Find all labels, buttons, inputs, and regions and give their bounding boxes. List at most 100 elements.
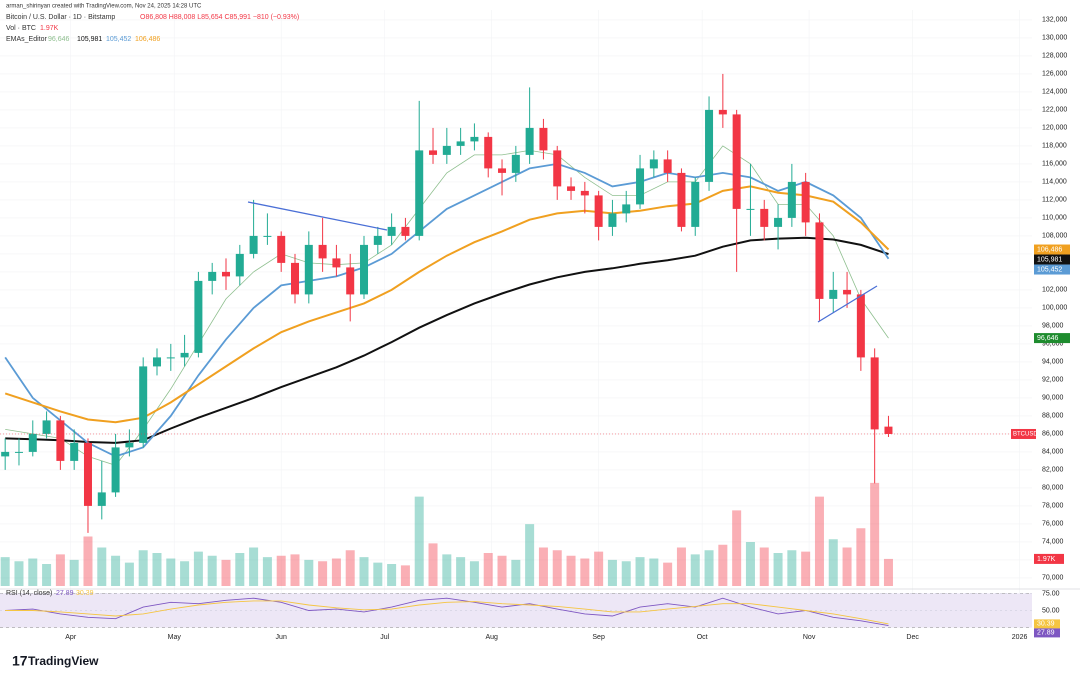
candle-body bbox=[221, 271, 230, 277]
x-tick-label: Jun bbox=[276, 634, 287, 641]
ema-badge bbox=[1034, 264, 1070, 275]
candle-body bbox=[332, 258, 341, 268]
ema-badge-label: 106,486 bbox=[1037, 246, 1062, 253]
rsi-legend-value: 30.39 bbox=[76, 590, 94, 597]
candle-body bbox=[111, 447, 120, 493]
candle-body bbox=[677, 172, 686, 227]
y-tick-label: 70,000 bbox=[1042, 575, 1064, 582]
volume-bar bbox=[483, 553, 493, 586]
volume-bar bbox=[580, 558, 590, 586]
y-tick-label: 92,000 bbox=[1042, 377, 1064, 384]
volume-bar bbox=[704, 550, 714, 586]
volume-bar bbox=[828, 539, 838, 586]
volume-bar bbox=[538, 547, 548, 586]
ema-legend: 96,646 105,981 105,452 106,486 bbox=[48, 36, 160, 43]
ema-legend-value: 106,486 bbox=[135, 36, 160, 43]
ema-legend-value: 96,646 bbox=[48, 36, 70, 43]
candle-body bbox=[194, 280, 203, 353]
rsi-pane bbox=[0, 588, 1080, 628]
x-tick-label: Nov bbox=[803, 634, 816, 641]
candle-body bbox=[235, 253, 244, 277]
volume-bar bbox=[649, 558, 659, 586]
volume-bar bbox=[552, 550, 562, 586]
candle-body bbox=[774, 217, 783, 227]
volume-bar bbox=[856, 528, 866, 586]
volume-bar bbox=[42, 564, 52, 586]
candle-body bbox=[760, 208, 769, 227]
candle-body bbox=[663, 159, 672, 173]
candle-body bbox=[249, 235, 258, 254]
y-tick-label: 110,000 bbox=[1042, 215, 1067, 222]
ohlc: O86,808 H88,008 L85,654 C85,991 −810 (−0… bbox=[140, 14, 299, 21]
y-tick-label: 74,000 bbox=[1042, 539, 1064, 546]
candle-body bbox=[263, 235, 272, 237]
volume-bar bbox=[525, 524, 535, 586]
rsi-legend-value: 27.89 bbox=[56, 590, 74, 597]
volume-bar bbox=[745, 542, 755, 586]
volume-bar bbox=[373, 562, 383, 586]
ema-line bbox=[5, 145, 889, 466]
candle-body bbox=[525, 127, 534, 155]
volume-bar bbox=[138, 550, 148, 586]
candle-body bbox=[829, 289, 838, 299]
y-tick-label: 120,000 bbox=[1042, 125, 1067, 132]
y-tick-label: 124,000 bbox=[1042, 89, 1067, 96]
volume-bar bbox=[0, 557, 10, 586]
candle-body bbox=[56, 420, 65, 461]
candle-body bbox=[415, 150, 424, 236]
candle-body bbox=[539, 127, 548, 151]
x-tick-label: Apr bbox=[65, 634, 77, 641]
volume-bar bbox=[883, 558, 893, 586]
volume-bar bbox=[594, 551, 604, 586]
y-tick-label: 82,000 bbox=[1042, 467, 1064, 474]
last-price-badge bbox=[1011, 428, 1036, 439]
candle-body bbox=[456, 141, 465, 146]
y-tick-label: 76,000 bbox=[1042, 521, 1064, 528]
volume-bar bbox=[249, 547, 259, 586]
candle-body bbox=[622, 204, 631, 214]
candle-body bbox=[856, 294, 865, 358]
x-tick-label: May bbox=[168, 634, 182, 641]
y-tick-label: 100,000 bbox=[1042, 305, 1067, 312]
y-tick-label: 130,000 bbox=[1042, 35, 1067, 42]
volume-bar bbox=[55, 554, 65, 586]
candles bbox=[1, 73, 893, 533]
ema-badge-label: 105,452 bbox=[1037, 266, 1062, 273]
ema-badge-label: 105,981 bbox=[1037, 256, 1062, 263]
candle-body bbox=[553, 150, 562, 187]
candle-body bbox=[718, 109, 727, 115]
x-tick-label: Jul bbox=[380, 634, 389, 641]
volume-bar bbox=[787, 550, 797, 586]
candle-body bbox=[815, 222, 824, 299]
y-tick-label: 80,000 bbox=[1042, 485, 1064, 492]
candle-body bbox=[511, 154, 520, 173]
volume-bar bbox=[870, 482, 880, 586]
ema-title: EMAs_Editor bbox=[6, 36, 48, 43]
candle-body bbox=[152, 357, 161, 367]
ema-lines bbox=[4, 145, 890, 466]
y-tick-label: 128,000 bbox=[1042, 53, 1067, 60]
volume-bar bbox=[801, 551, 811, 586]
candle-body bbox=[580, 190, 589, 196]
candle-body bbox=[470, 136, 479, 142]
y-tick-label: 102,000 bbox=[1042, 287, 1067, 294]
candle-body bbox=[346, 267, 355, 295]
candle-body bbox=[442, 145, 451, 155]
candle-body bbox=[732, 114, 741, 209]
volume-badge bbox=[1034, 553, 1064, 564]
candle-body bbox=[429, 150, 438, 155]
volume-bar bbox=[814, 496, 824, 586]
volume-bar bbox=[400, 565, 410, 586]
volume-bar bbox=[276, 555, 286, 586]
volume-bar bbox=[331, 558, 341, 586]
volume-bar bbox=[69, 559, 79, 586]
y-tick-label: 86,000 bbox=[1042, 431, 1064, 438]
candle-body bbox=[594, 195, 603, 227]
volume-bar bbox=[111, 555, 121, 586]
volume-bar bbox=[414, 496, 424, 586]
volume-bar bbox=[442, 554, 452, 586]
volume-bar bbox=[193, 551, 203, 586]
candle-body bbox=[304, 244, 313, 295]
y-tick-label: 122,000 bbox=[1042, 107, 1067, 114]
